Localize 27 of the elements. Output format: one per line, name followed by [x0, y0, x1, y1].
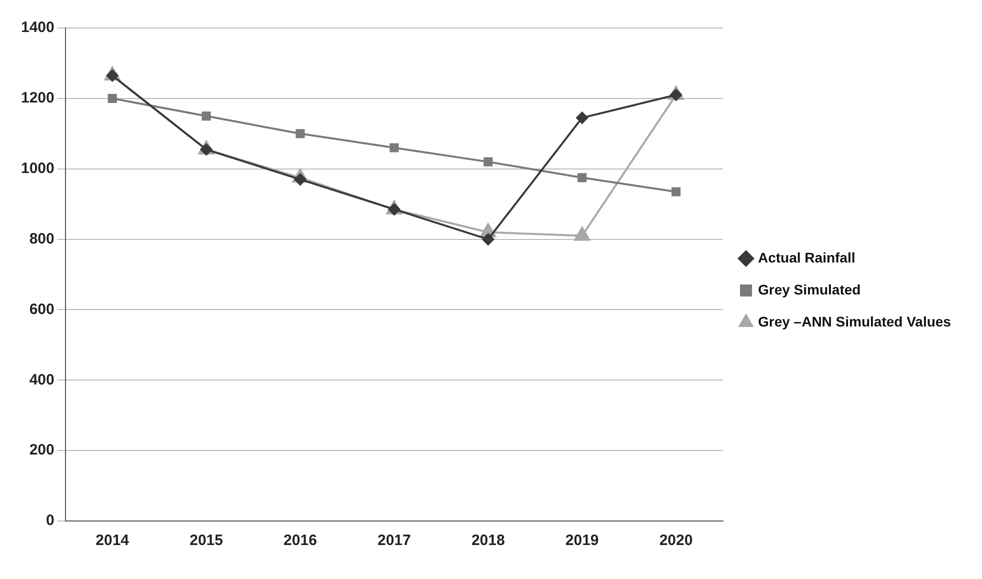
x-tick-label: 2018 [471, 532, 505, 550]
point [484, 157, 493, 166]
y-tick-label: 400 [29, 371, 54, 388]
legend-label: Grey –ANN Simulated Values [758, 313, 952, 330]
y-tick-label: 1000 [20, 160, 54, 177]
point [482, 233, 494, 246]
x-tick-label: 2015 [190, 532, 223, 550]
x-tick-label: 2017 [377, 532, 411, 550]
x-tick-label: 2019 [565, 532, 599, 550]
legend-label: Grey Simulated [758, 281, 861, 298]
point [108, 94, 117, 103]
y-tick-label: 0 [46, 512, 54, 530]
y-tick-label: 800 [29, 230, 54, 248]
point [390, 143, 399, 152]
point [576, 112, 588, 124]
point [296, 129, 305, 138]
y-tick-label: 600 [29, 300, 54, 318]
legend-label: Actual Rainfall [758, 249, 856, 266]
point [578, 173, 587, 182]
point [671, 187, 681, 196]
x-tick-label: 2016 [284, 532, 317, 550]
point [202, 112, 211, 121]
y-tick-label: 1200 [20, 90, 54, 107]
y-tick-label: 200 [29, 442, 54, 459]
y-tick-label: 1400 [20, 19, 54, 36]
x-tick-label: 2020 [659, 532, 693, 550]
x-tick-label: 2014 [96, 532, 130, 550]
